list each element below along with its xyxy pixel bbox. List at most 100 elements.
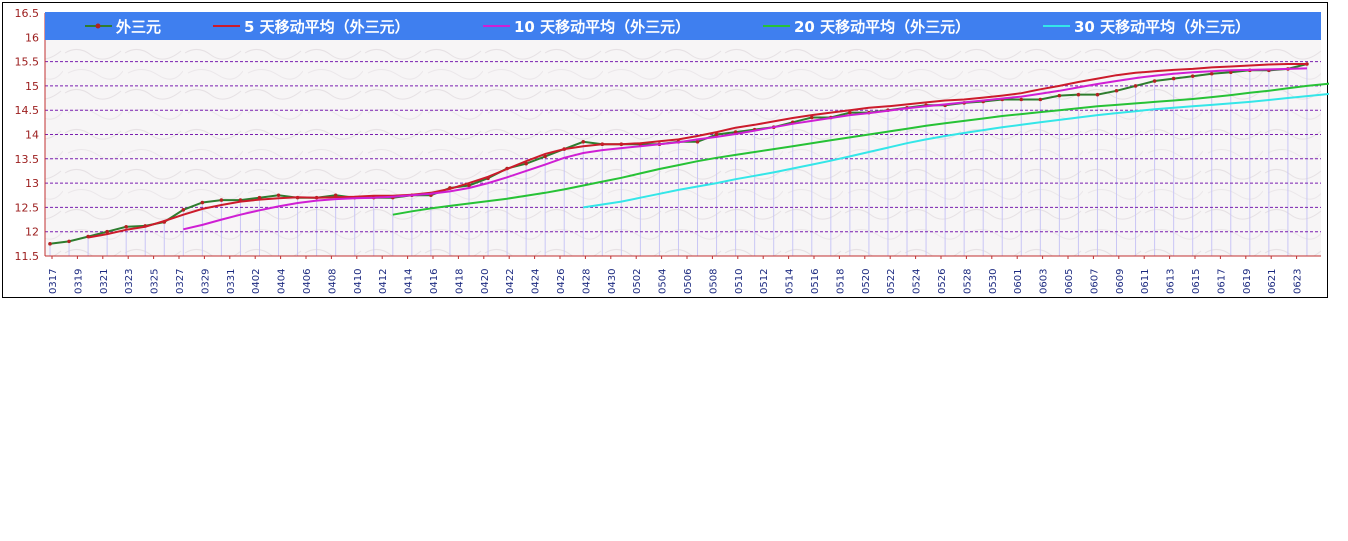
legend-label: 5 天移动平均（外三元） xyxy=(244,18,410,36)
x-tick-label: 0506 xyxy=(683,269,694,294)
x-tick-label: 0406 xyxy=(302,269,313,294)
y-tick-label: 14.5 xyxy=(15,104,40,117)
series-point xyxy=(1228,70,1233,75)
x-tick-label: 0514 xyxy=(785,269,796,294)
x-tick-label: 0331 xyxy=(226,269,237,294)
series-point xyxy=(524,161,528,166)
series-point xyxy=(105,229,109,234)
series-point xyxy=(581,139,586,144)
x-tick-label: 0422 xyxy=(505,269,516,294)
series-point xyxy=(1076,92,1081,97)
x-tick-label: 0319 xyxy=(73,269,84,294)
y-tick-label: 16.5 xyxy=(15,7,40,20)
x-tick-label: 0418 xyxy=(454,269,465,294)
series-line-3 xyxy=(392,82,1329,216)
x-tick-label: 0420 xyxy=(480,269,491,294)
x-tick-label: 0530 xyxy=(988,269,999,294)
series-point xyxy=(333,193,338,198)
series-point xyxy=(1038,97,1043,102)
x-tick-label: 0512 xyxy=(759,269,770,294)
legend-label: 30 天移动平均（外三元） xyxy=(1074,18,1250,36)
chart-frame: 11.5 12 12.5 13 13.5 14 14.5 15 15.5 16 16.5 0317 0… xyxy=(2,2,1329,298)
x-tick-label: 0430 xyxy=(607,269,618,294)
series-point xyxy=(1095,92,1100,97)
x-tick-label: 0520 xyxy=(861,269,872,294)
x-tick-label: 0601 xyxy=(1013,269,1024,294)
x-tick-label: 0603 xyxy=(1039,269,1050,294)
series-point xyxy=(695,139,700,144)
x-tick-label: 0428 xyxy=(581,269,592,294)
series-line-4 xyxy=(583,92,1329,209)
y-tick-label: 12 xyxy=(25,226,39,239)
series-point xyxy=(1190,74,1195,78)
series-point xyxy=(809,115,814,120)
x-tick-label: 0327 xyxy=(175,269,186,294)
y-tick-label: 11.5 xyxy=(15,250,40,263)
series-point xyxy=(200,200,205,205)
x-tick-label: 0623 xyxy=(1293,269,1304,294)
y-tick-label: 15.5 xyxy=(15,56,40,69)
x-tick-label: 0516 xyxy=(810,269,821,294)
x-tick-label: 0408 xyxy=(327,269,338,294)
series-point xyxy=(1019,97,1024,102)
series-point xyxy=(181,208,186,212)
y-tick-label: 14 xyxy=(25,129,39,142)
x-tick-label: 0605 xyxy=(1064,269,1075,294)
y-tick-label: 12.5 xyxy=(15,201,40,214)
x-tick-label: 0502 xyxy=(632,269,643,294)
x-tick-label: 0412 xyxy=(378,269,389,294)
x-tick-label: 0329 xyxy=(200,269,211,294)
y-axis-ticks: 11.5 12 12.5 13 13.5 14 14.5 15 15.5 16 16.5 xyxy=(15,7,40,263)
x-tick-label: 0617 xyxy=(1216,269,1227,294)
x-tick-label: 0426 xyxy=(556,269,567,294)
x-tick-label: 0321 xyxy=(99,269,110,294)
series-lines xyxy=(48,62,1329,246)
series-line-1 xyxy=(87,63,1307,239)
series-point xyxy=(1057,93,1062,98)
x-axis-ticks: 0317 0319 0321 0323 0325 0327 0329 0331 0402 0404… xyxy=(48,256,1304,294)
series-point xyxy=(48,242,52,246)
legend: 外三元 5 天移动平均（外三元） 10 天移动平均（外三元） 20 天移动平均（外三元… xyxy=(45,12,1321,40)
series-point xyxy=(1152,79,1157,83)
x-tick-label: 0524 xyxy=(912,269,923,294)
x-tick-label: 0424 xyxy=(531,269,542,294)
x-tick-label: 0609 xyxy=(1115,269,1126,294)
legend-background xyxy=(45,12,1321,40)
y-tick-label: 13 xyxy=(25,177,39,190)
x-tick-label: 0615 xyxy=(1191,269,1202,294)
legend-label: 10 天移动平均（外三元） xyxy=(514,18,690,36)
x-tick-label: 0611 xyxy=(1140,269,1151,294)
series-point xyxy=(67,239,71,244)
series-point xyxy=(1114,88,1119,93)
x-tick-label: 0402 xyxy=(251,269,262,294)
series-point xyxy=(219,198,224,202)
x-tick-label: 0410 xyxy=(353,269,364,294)
legend-label: 20 天移动平均（外三元） xyxy=(794,18,970,36)
x-tick-label: 0528 xyxy=(962,269,973,294)
x-tick-label: 0526 xyxy=(937,269,948,294)
series-point xyxy=(467,183,471,188)
x-tick-label: 0508 xyxy=(708,269,719,294)
y-tick-label: 13.5 xyxy=(15,153,40,166)
series-point xyxy=(848,110,852,115)
series-point xyxy=(1133,84,1138,88)
x-tick-label: 0416 xyxy=(429,269,440,294)
x-tick-label: 0613 xyxy=(1166,269,1177,294)
x-tick-label: 0414 xyxy=(404,269,415,294)
x-tick-label: 0504 xyxy=(658,269,669,294)
grid-lines xyxy=(45,12,1321,233)
series-point xyxy=(1171,76,1176,81)
x-tick-label: 0325 xyxy=(150,269,161,294)
series-point xyxy=(543,154,547,159)
x-tick-label: 0522 xyxy=(886,269,897,294)
legend-marker xyxy=(95,23,101,29)
legend-label: 外三元 xyxy=(115,18,161,36)
y-tick-label: 15 xyxy=(25,80,39,93)
x-tick-label: 0317 xyxy=(48,269,59,294)
series-point xyxy=(1209,71,1214,76)
series-point xyxy=(714,132,719,137)
x-tick-label: 0621 xyxy=(1267,269,1278,294)
x-tick-label: 0619 xyxy=(1242,269,1253,294)
x-tick-label: 0518 xyxy=(835,269,846,294)
